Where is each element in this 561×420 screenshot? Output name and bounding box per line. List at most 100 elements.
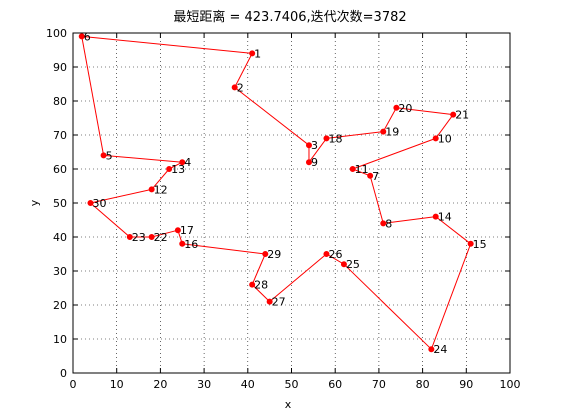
city-label: 17 (180, 224, 194, 237)
city-label: 25 (346, 258, 360, 271)
x-tick-label: 40 (241, 378, 255, 391)
city-label: 14 (438, 211, 452, 224)
city-marker (100, 152, 107, 159)
city-label: 10 (438, 132, 452, 145)
city-marker (323, 251, 330, 257)
city-label: 11 (355, 163, 369, 176)
route-segment (151, 168, 170, 190)
city-marker (179, 240, 186, 247)
city-marker (467, 240, 474, 247)
city-labels: 1234567891011121314151617181920212223242… (84, 30, 487, 356)
city-label: 20 (398, 102, 412, 115)
route-segment (269, 253, 327, 302)
route-segment (81, 35, 253, 54)
y-tick-label: 50 (53, 197, 67, 210)
city-marker (87, 200, 94, 206)
city-label: 3 (311, 139, 318, 152)
city-label: 19 (385, 126, 399, 139)
city-marker (148, 186, 155, 193)
city-marker (432, 135, 439, 142)
city-marker (450, 111, 457, 118)
y-tick-label: 40 (53, 231, 67, 244)
route-segment (103, 154, 183, 163)
city-label: 28 (254, 279, 268, 292)
city-label: 22 (154, 231, 168, 244)
y-tick-label: 90 (53, 61, 67, 74)
city-label: 30 (92, 197, 106, 210)
city-marker (432, 213, 439, 220)
city-marker (393, 104, 400, 111)
y-tick-label: 100 (46, 27, 67, 40)
city-label: 12 (154, 183, 168, 196)
route-segment (308, 138, 327, 163)
x-tick-label: 50 (285, 378, 299, 391)
route-segment (251, 253, 266, 285)
route-segment (90, 202, 131, 238)
city-label: 26 (328, 248, 342, 261)
x-tick-label: 90 (459, 378, 473, 391)
city-label: 6 (84, 30, 91, 43)
x-tick-label: 30 (197, 378, 211, 391)
route-segment (326, 253, 345, 265)
city-marker (166, 166, 173, 172)
city-label: 2 (237, 81, 244, 94)
y-tick-label: 0 (60, 367, 67, 380)
route-segment (326, 131, 384, 139)
y-tick-label: 20 (53, 299, 67, 312)
x-tick-label: 10 (110, 378, 124, 391)
city-label: 18 (328, 132, 342, 145)
route-segment (430, 243, 472, 350)
city-marker (266, 298, 273, 305)
y-tick-label: 60 (53, 163, 67, 176)
route-segment (435, 114, 454, 139)
city-label: 16 (184, 238, 198, 251)
city-marker (428, 346, 435, 353)
y-tick-label: 30 (53, 265, 67, 278)
city-label: 24 (433, 343, 447, 356)
city-label: 8 (385, 217, 392, 230)
city-label: 5 (106, 149, 113, 162)
city-marker (249, 281, 256, 288)
x-tick-label: 0 (70, 378, 77, 391)
route-segment (382, 107, 397, 132)
y-axis-label: y (28, 199, 41, 206)
city-marker (323, 135, 330, 142)
city-label: 15 (473, 238, 487, 251)
route-segment (234, 87, 310, 146)
y-tick-label: 70 (53, 129, 67, 142)
city-marker (78, 33, 85, 40)
city-marker (231, 84, 238, 91)
city-marker (262, 251, 269, 257)
route-segment (182, 243, 266, 255)
city-marker (340, 261, 347, 268)
city-marker (380, 128, 387, 135)
route-segment (352, 168, 371, 177)
city-label: 1 (254, 47, 261, 60)
x-tick-label: 20 (153, 378, 167, 391)
route-segment (383, 216, 436, 224)
x-tick-label: 80 (416, 378, 430, 391)
city-label: 13 (171, 163, 185, 176)
route-segment (234, 53, 253, 88)
route-segment (151, 229, 179, 238)
route-segment (81, 36, 105, 156)
chart-title: 最短距离 = 423.7406,迭代次数=3782 (173, 9, 406, 25)
x-tick-label: 70 (372, 378, 386, 391)
route-segment (251, 284, 270, 302)
city-marker (305, 159, 312, 166)
route-segment (435, 216, 471, 245)
city-marker (148, 234, 155, 240)
city-marker (380, 220, 387, 227)
city-markers (78, 33, 474, 353)
x-tick-label: 100 (500, 378, 521, 391)
y-axis-ticks: 0 10 20 30 40 50 60 70 80 90 100 (46, 27, 510, 380)
city-marker (174, 227, 181, 234)
city-marker (305, 142, 312, 149)
route-segment (352, 137, 436, 170)
x-axis-label: x (285, 398, 292, 411)
city-marker (349, 166, 356, 172)
city-label: 7 (372, 170, 379, 183)
x-tick-label: 60 (328, 378, 342, 391)
city-marker (126, 234, 133, 240)
x-axis-ticks: 0 10 20 30 40 50 60 70 80 90 100 (70, 33, 521, 391)
